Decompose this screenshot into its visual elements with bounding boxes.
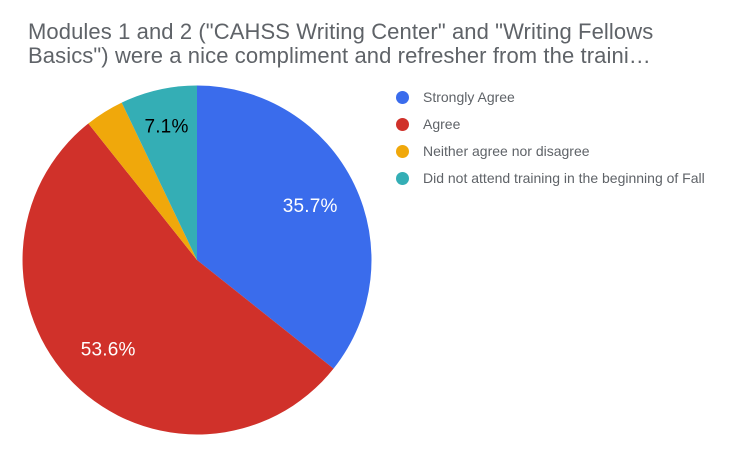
legend-label: Neither agree nor disagree [423,143,590,159]
pie-slice-value-label-strongly-agree: 35.7% [283,196,338,217]
legend-swatch-icon [396,118,409,131]
chart-title-line-1: Modules 1 and 2 ("CAHSS Writing Center" … [28,19,654,44]
legend-label: Did not attend training in the beginning… [423,170,705,186]
legend-swatch-icon [396,91,409,104]
legend: Strongly Agree Agree Neither agree nor dis… [396,84,705,192]
legend-swatch-icon [396,172,409,185]
pie-slice-neither-agree-nor-disagree[interactable] [88,102,197,260]
chart-title-line-2: Basics") were a nice compliment and refr… [28,43,651,68]
pie-slice-value-label-did-not-attend-training-in-the-beginning-of-fall: 7.1% [144,116,188,137]
legend-item-agree: Agree [396,111,705,138]
pie-slice-strongly-agree[interactable] [197,85,372,369]
legend-item-did-not-attend-training-in-the-beginning-of-fall: Did not attend training in the beginning… [396,165,705,192]
pie-slice-agree[interactable] [22,123,334,435]
legend-label: Agree [423,116,461,132]
legend-item-neither-agree-nor-disagree: Neither agree nor disagree [396,138,705,165]
chart-title: Modules 1 and 2 ("CAHSS Writing Center" … [28,20,653,68]
legend-label: Strongly Agree [423,89,515,105]
pie-slice-did-not-attend-training-in-the-beginning-of-fall[interactable] [121,85,197,261]
legend-swatch-icon [396,145,409,158]
pie-slice-value-label-agree: 53.6% [81,339,136,360]
legend-item-strongly-agree: Strongly Agree [396,84,705,111]
